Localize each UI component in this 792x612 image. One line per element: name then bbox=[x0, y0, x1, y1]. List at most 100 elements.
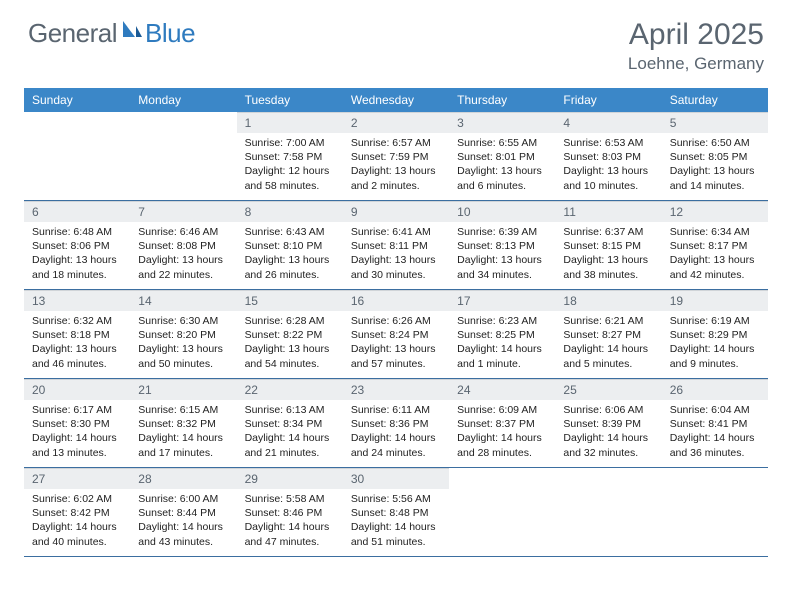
sunset-text: Sunset: 7:58 PM bbox=[245, 150, 335, 164]
day-cell: 12Sunrise: 6:34 AMSunset: 8:17 PMDayligh… bbox=[662, 201, 768, 289]
day-number: 12 bbox=[662, 201, 768, 222]
sunrise-text: Sunrise: 6:57 AM bbox=[351, 136, 441, 150]
day-cell: 29Sunrise: 5:58 AMSunset: 8:46 PMDayligh… bbox=[237, 468, 343, 556]
sunrise-text: Sunrise: 6:46 AM bbox=[138, 225, 228, 239]
day-body: Sunrise: 6:30 AMSunset: 8:20 PMDaylight:… bbox=[130, 311, 236, 376]
day-body: Sunrise: 6:41 AMSunset: 8:11 PMDaylight:… bbox=[343, 222, 449, 287]
sunset-text: Sunset: 8:10 PM bbox=[245, 239, 335, 253]
sunrise-text: Sunrise: 6:23 AM bbox=[457, 314, 547, 328]
day-cell: 1Sunrise: 7:00 AMSunset: 7:58 PMDaylight… bbox=[237, 112, 343, 200]
day-body: Sunrise: 6:39 AMSunset: 8:13 PMDaylight:… bbox=[449, 222, 555, 287]
weekday-header: Sunday bbox=[24, 88, 130, 112]
daylight-text: Daylight: 13 hours and 2 minutes. bbox=[351, 164, 441, 192]
sunset-text: Sunset: 8:39 PM bbox=[563, 417, 653, 431]
day-number: 8 bbox=[237, 201, 343, 222]
sunset-text: Sunset: 8:27 PM bbox=[563, 328, 653, 342]
weekday-header: Wednesday bbox=[343, 88, 449, 112]
daylight-text: Daylight: 13 hours and 50 minutes. bbox=[138, 342, 228, 370]
day-cell: 11Sunrise: 6:37 AMSunset: 8:15 PMDayligh… bbox=[555, 201, 661, 289]
day-number: 20 bbox=[24, 379, 130, 400]
day-number: 19 bbox=[662, 290, 768, 311]
sunrise-text: Sunrise: 5:56 AM bbox=[351, 492, 441, 506]
sunset-text: Sunset: 8:36 PM bbox=[351, 417, 441, 431]
daylight-text: Daylight: 14 hours and 51 minutes. bbox=[351, 520, 441, 548]
daylight-text: Daylight: 13 hours and 26 minutes. bbox=[245, 253, 335, 281]
day-cell: 26Sunrise: 6:04 AMSunset: 8:41 PMDayligh… bbox=[662, 379, 768, 467]
daylight-text: Daylight: 14 hours and 28 minutes. bbox=[457, 431, 547, 459]
sunrise-text: Sunrise: 6:00 AM bbox=[138, 492, 228, 506]
day-body: Sunrise: 6:46 AMSunset: 8:08 PMDaylight:… bbox=[130, 222, 236, 287]
sunrise-text: Sunrise: 6:09 AM bbox=[457, 403, 547, 417]
weeks-container: 1Sunrise: 7:00 AMSunset: 7:58 PMDaylight… bbox=[24, 112, 768, 557]
day-body: Sunrise: 6:37 AMSunset: 8:15 PMDaylight:… bbox=[555, 222, 661, 287]
sunrise-text: Sunrise: 6:41 AM bbox=[351, 225, 441, 239]
daylight-text: Daylight: 13 hours and 14 minutes. bbox=[670, 164, 760, 192]
daylight-text: Daylight: 13 hours and 30 minutes. bbox=[351, 253, 441, 281]
day-body: Sunrise: 6:34 AMSunset: 8:17 PMDaylight:… bbox=[662, 222, 768, 287]
sunrise-text: Sunrise: 7:00 AM bbox=[245, 136, 335, 150]
sunrise-text: Sunrise: 6:39 AM bbox=[457, 225, 547, 239]
sunset-text: Sunset: 8:37 PM bbox=[457, 417, 547, 431]
day-number: 29 bbox=[237, 468, 343, 489]
day-body: Sunrise: 6:02 AMSunset: 8:42 PMDaylight:… bbox=[24, 489, 130, 554]
weekday-header: Saturday bbox=[662, 88, 768, 112]
sunrise-text: Sunrise: 6:37 AM bbox=[563, 225, 653, 239]
day-body: Sunrise: 6:23 AMSunset: 8:25 PMDaylight:… bbox=[449, 311, 555, 376]
page-header: General Blue April 2025 Loehne, Germany bbox=[0, 0, 792, 82]
day-cell bbox=[449, 468, 555, 556]
sunrise-text: Sunrise: 6:21 AM bbox=[563, 314, 653, 328]
daylight-text: Daylight: 13 hours and 57 minutes. bbox=[351, 342, 441, 370]
daylight-text: Daylight: 14 hours and 32 minutes. bbox=[563, 431, 653, 459]
daylight-text: Daylight: 12 hours and 58 minutes. bbox=[245, 164, 335, 192]
day-cell: 27Sunrise: 6:02 AMSunset: 8:42 PMDayligh… bbox=[24, 468, 130, 556]
daylight-text: Daylight: 14 hours and 9 minutes. bbox=[670, 342, 760, 370]
sunset-text: Sunset: 8:08 PM bbox=[138, 239, 228, 253]
weekday-header: Friday bbox=[555, 88, 661, 112]
day-cell: 22Sunrise: 6:13 AMSunset: 8:34 PMDayligh… bbox=[237, 379, 343, 467]
day-number: 5 bbox=[662, 112, 768, 133]
day-body: Sunrise: 6:09 AMSunset: 8:37 PMDaylight:… bbox=[449, 400, 555, 465]
title-block: April 2025 Loehne, Germany bbox=[628, 18, 764, 74]
daylight-text: Daylight: 14 hours and 24 minutes. bbox=[351, 431, 441, 459]
sunset-text: Sunset: 8:20 PM bbox=[138, 328, 228, 342]
sunrise-text: Sunrise: 6:17 AM bbox=[32, 403, 122, 417]
day-body: Sunrise: 6:48 AMSunset: 8:06 PMDaylight:… bbox=[24, 222, 130, 287]
sunset-text: Sunset: 8:03 PM bbox=[563, 150, 653, 164]
daylight-text: Daylight: 13 hours and 22 minutes. bbox=[138, 253, 228, 281]
sunset-text: Sunset: 8:44 PM bbox=[138, 506, 228, 520]
day-cell: 24Sunrise: 6:09 AMSunset: 8:37 PMDayligh… bbox=[449, 379, 555, 467]
day-body: Sunrise: 6:53 AMSunset: 8:03 PMDaylight:… bbox=[555, 133, 661, 198]
day-body: Sunrise: 6:13 AMSunset: 8:34 PMDaylight:… bbox=[237, 400, 343, 465]
day-body: Sunrise: 6:15 AMSunset: 8:32 PMDaylight:… bbox=[130, 400, 236, 465]
week-row: 20Sunrise: 6:17 AMSunset: 8:30 PMDayligh… bbox=[24, 379, 768, 468]
sunset-text: Sunset: 8:01 PM bbox=[457, 150, 547, 164]
location-label: Loehne, Germany bbox=[628, 54, 764, 74]
daylight-text: Daylight: 14 hours and 5 minutes. bbox=[563, 342, 653, 370]
day-cell: 6Sunrise: 6:48 AMSunset: 8:06 PMDaylight… bbox=[24, 201, 130, 289]
sunset-text: Sunset: 8:18 PM bbox=[32, 328, 122, 342]
day-cell: 23Sunrise: 6:11 AMSunset: 8:36 PMDayligh… bbox=[343, 379, 449, 467]
day-cell: 8Sunrise: 6:43 AMSunset: 8:10 PMDaylight… bbox=[237, 201, 343, 289]
daylight-text: Daylight: 13 hours and 38 minutes. bbox=[563, 253, 653, 281]
day-cell: 2Sunrise: 6:57 AMSunset: 7:59 PMDaylight… bbox=[343, 112, 449, 200]
day-cell: 15Sunrise: 6:28 AMSunset: 8:22 PMDayligh… bbox=[237, 290, 343, 378]
sunset-text: Sunset: 8:29 PM bbox=[670, 328, 760, 342]
day-cell: 10Sunrise: 6:39 AMSunset: 8:13 PMDayligh… bbox=[449, 201, 555, 289]
daylight-text: Daylight: 13 hours and 10 minutes. bbox=[563, 164, 653, 192]
sunrise-text: Sunrise: 6:11 AM bbox=[351, 403, 441, 417]
day-body: Sunrise: 6:21 AMSunset: 8:27 PMDaylight:… bbox=[555, 311, 661, 376]
sunrise-text: Sunrise: 6:48 AM bbox=[32, 225, 122, 239]
day-cell: 30Sunrise: 5:56 AMSunset: 8:48 PMDayligh… bbox=[343, 468, 449, 556]
day-body: Sunrise: 6:00 AMSunset: 8:44 PMDaylight:… bbox=[130, 489, 236, 554]
day-number: 25 bbox=[555, 379, 661, 400]
day-body: Sunrise: 6:32 AMSunset: 8:18 PMDaylight:… bbox=[24, 311, 130, 376]
logo: General Blue bbox=[28, 18, 195, 49]
day-number: 28 bbox=[130, 468, 236, 489]
day-cell bbox=[24, 112, 130, 200]
day-body: Sunrise: 6:04 AMSunset: 8:41 PMDaylight:… bbox=[662, 400, 768, 465]
day-body: Sunrise: 6:28 AMSunset: 8:22 PMDaylight:… bbox=[237, 311, 343, 376]
daylight-text: Daylight: 13 hours and 6 minutes. bbox=[457, 164, 547, 192]
day-body: Sunrise: 6:06 AMSunset: 8:39 PMDaylight:… bbox=[555, 400, 661, 465]
sunset-text: Sunset: 8:22 PM bbox=[245, 328, 335, 342]
day-number: 4 bbox=[555, 112, 661, 133]
